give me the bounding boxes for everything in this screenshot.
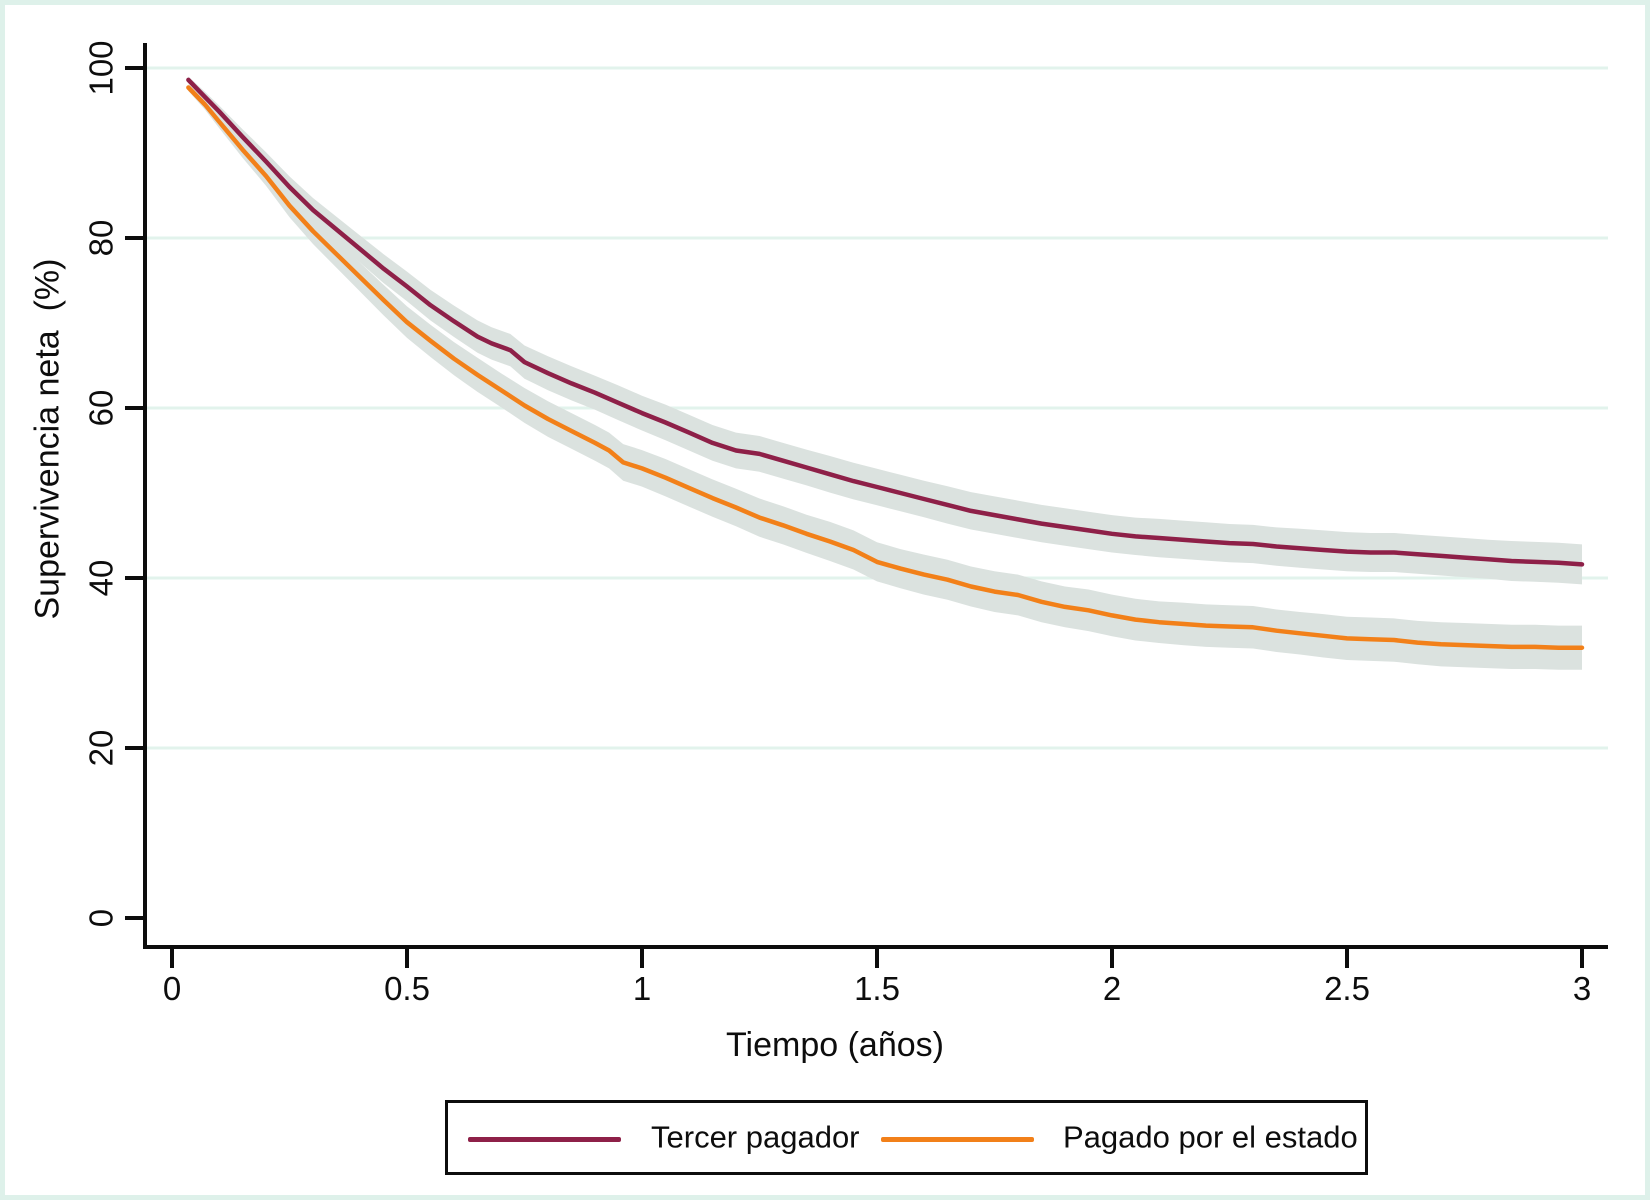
survival-line-pagado-por-el-estado [186,85,1585,650]
legend-label-pagado-por-el-estado: Pagado por el estado [1063,1118,1358,1154]
ci-band-pagado-por-el-estado [188,84,1582,670]
x-tick-label: 1.5 [854,970,900,1007]
x-tick-label: 0.5 [384,970,430,1007]
survival-line-tercer-pagador [186,77,1585,567]
x-axis-title: Tiempo (años) [726,1026,944,1064]
y-tick-label: 0 [83,909,120,927]
legend: Tercer pagador Pagado por el estado [445,1100,1368,1175]
y-tick-label: 80 [83,220,120,257]
x-tick-label: 1 [633,970,651,1007]
y-tick-label: 20 [83,730,120,767]
legend-swatch-tercer-pagador [468,1137,621,1142]
legend-swatch-pagado-por-el-estado [881,1137,1034,1142]
y-tick-label: 40 [83,560,120,597]
x-tick-label: 2 [1103,970,1121,1007]
ci-band-tercer-pagador [188,76,1582,585]
x-tick-label: 3 [1573,970,1591,1007]
y-tick-label: 60 [83,390,120,427]
y-tick-label: 100 [83,40,120,95]
x-tick-label: 0 [163,970,181,1007]
legend-label-tercer-pagador: Tercer pagador [651,1118,860,1154]
y-axis-title: Supervivencia neta (%) [28,258,67,620]
x-tick-label: 2.5 [1324,970,1370,1007]
